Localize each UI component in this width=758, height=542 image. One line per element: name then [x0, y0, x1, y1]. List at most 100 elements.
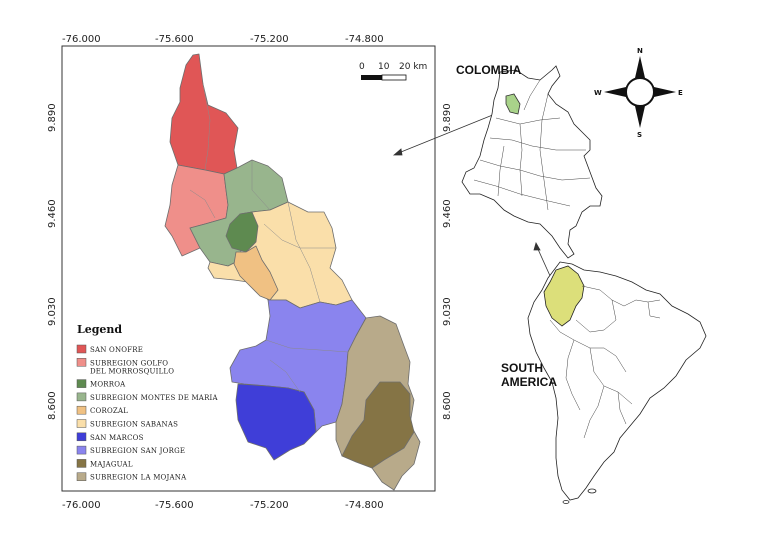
top-tick-3: -75.200 [250, 34, 289, 45]
right-axis-ticks: 9.890 9.460 9.030 8.600 [442, 103, 453, 420]
top-axis-ticks: -76.000 -75.600 -75.200 -74.800 [62, 34, 384, 45]
country-borders [549, 285, 661, 439]
boundary-line [251, 160, 271, 211]
regions [164, 53, 421, 491]
boundary-line [265, 339, 349, 353]
scale-label-10: 10 [378, 62, 390, 72]
locator-arrows [392, 109, 552, 279]
border-line [565, 339, 581, 411]
border-line [647, 301, 661, 319]
right-tick-1: 9.890 [442, 103, 453, 132]
legend-label-9: MAJAGUAL [90, 460, 133, 468]
arrow-head-colombia [533, 241, 541, 251]
border-line [583, 385, 605, 439]
america-label: AMERICA [501, 375, 557, 389]
dept-line [539, 93, 549, 211]
dept-line [473, 179, 571, 207]
compass-n: N [637, 47, 643, 55]
colombia-label: COLOMBIA [456, 63, 522, 77]
dept-line [495, 117, 561, 125]
dept-line [497, 145, 505, 197]
boundary-line [263, 223, 336, 249]
right-tick-3: 9.030 [442, 297, 453, 326]
left-tick-1: 9.890 [47, 103, 58, 132]
compass-east-point [654, 87, 676, 97]
right-tick-2: 9.460 [442, 199, 453, 228]
right-tick-4: 8.600 [442, 391, 453, 420]
legend-label-7: SAN MARCOS [90, 434, 144, 442]
legend-label-3: MORROA [90, 381, 126, 389]
legend-swatch-9 [76, 459, 87, 468]
south-america-inset [527, 261, 707, 504]
compass-south-point [635, 106, 645, 128]
scale-label-0: 0 [359, 62, 365, 72]
scale-segment-light [381, 74, 407, 81]
compass-rose: N S E W [594, 47, 683, 139]
boundary-line [269, 359, 301, 393]
left-tick-3: 9.030 [47, 297, 58, 326]
border-line [623, 299, 661, 307]
colombia-highlight [543, 265, 585, 327]
south-america-outline [527, 261, 707, 501]
legend-title: Legend [77, 323, 122, 336]
compass-w: W [594, 89, 602, 97]
municipal-boundaries [189, 83, 349, 393]
legend-label-2-line2: DEL MORROSQUILLO [90, 367, 174, 375]
legend-swatch-8 [76, 445, 87, 455]
bottom-axis-ticks: -76.000 -75.600 -75.200 -74.800 [62, 500, 384, 511]
bottom-tick-3: -75.200 [250, 500, 289, 511]
compass-ring [625, 77, 655, 107]
bottom-tick-4: -74.800 [345, 500, 384, 511]
falkland-island [587, 488, 597, 494]
top-tick-4: -74.800 [345, 34, 384, 45]
dept-line [489, 137, 586, 151]
legend-label-8: SUBREGION SAN JORGE [90, 447, 185, 455]
colombia-inset [461, 65, 603, 259]
legend-swatch-3 [76, 379, 87, 388]
boundary-line [189, 189, 216, 219]
legend-label-10: SUBREGION LA MOJANA [90, 474, 187, 482]
top-tick-2: -75.600 [155, 34, 194, 45]
compass-e: E [678, 89, 683, 97]
arrow-to-main-map [395, 109, 506, 155]
legend-swatch-6 [76, 419, 87, 428]
border-line [617, 391, 627, 425]
left-tick-4: 8.600 [47, 391, 58, 420]
compass-s: S [637, 131, 642, 139]
border-line [575, 299, 617, 333]
left-axis-ticks: 9.890 9.460 9.030 8.600 [47, 103, 58, 420]
scale-bar: 0 10 20 km [359, 62, 427, 81]
legend-swatch-4 [76, 392, 87, 402]
boundary-line [202, 83, 211, 171]
scale-segment-dark [361, 75, 382, 80]
sucre-highlight [505, 93, 521, 115]
dept-line [479, 159, 591, 181]
dept-line [523, 79, 541, 111]
colombia-departments [473, 79, 591, 211]
top-tick-1: -76.000 [62, 34, 101, 45]
boundary-line [287, 201, 321, 303]
legend-label-5: COROZAL [90, 407, 128, 415]
scale-label-20: 20 km [399, 62, 427, 72]
border-line [581, 285, 625, 307]
legend-swatch-1 [76, 344, 87, 354]
legend-swatch-7 [76, 432, 87, 442]
compass-west-point [604, 87, 626, 97]
region-san-jorge [229, 299, 367, 433]
bottom-tick-2: -75.600 [155, 500, 194, 511]
arrow-head-main [392, 148, 403, 156]
legend-label-4: SUBREGION MONTES DE MARIA [90, 394, 219, 402]
left-tick-2: 9.460 [47, 199, 58, 228]
legend-label-6: SUBREGION SABANAS [90, 421, 178, 429]
legend-swatch-2 [76, 358, 87, 367]
compass-north-point [635, 56, 645, 78]
arrow-colombia-to-south-america [536, 246, 552, 279]
region-majagual [341, 381, 415, 469]
tierra-del-fuego [562, 500, 570, 504]
legend-swatch-5 [76, 405, 87, 415]
legend-swatch-10 [76, 472, 87, 481]
region-san-marcos [235, 383, 317, 461]
